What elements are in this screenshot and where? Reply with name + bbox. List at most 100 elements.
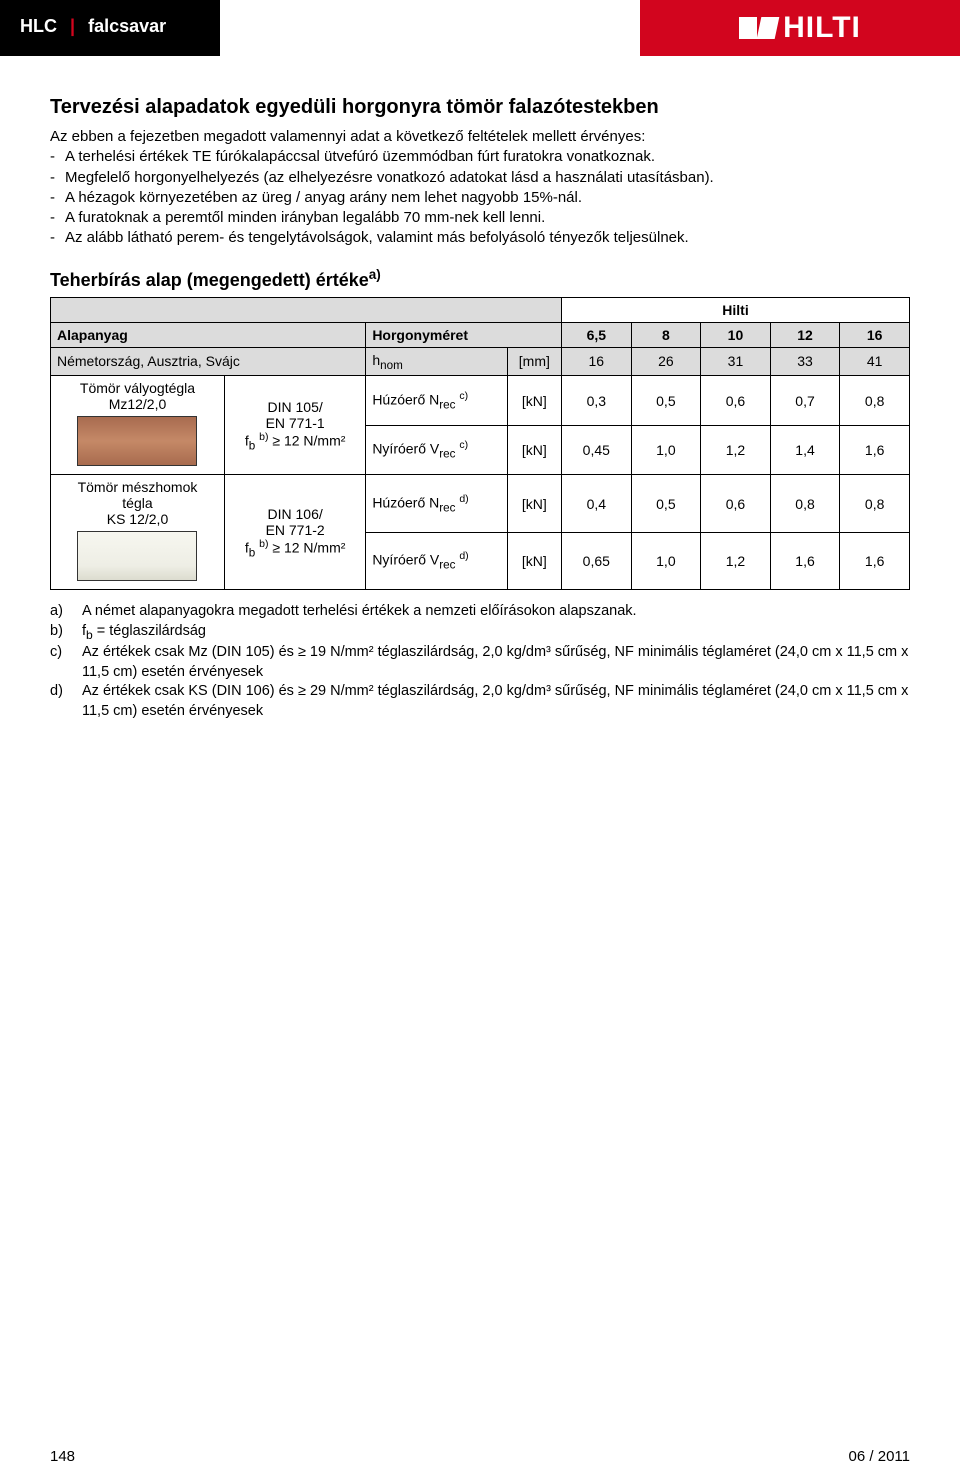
- fb-line: fb b) ≥ 12 N/mm²: [231, 431, 359, 452]
- page: HLC | falcsavar HILTI Tervezési alapadat…: [0, 0, 960, 1480]
- hnom-unit: [mm]: [507, 347, 561, 376]
- hnom-label: hnom: [366, 347, 507, 376]
- material-std-cell: DIN 105/ EN 771-1 fb b) ≥ 12 N/mm²: [224, 376, 365, 475]
- table-row-header: Alapanyag Horgonyméret 6,5 8 10 12 16: [51, 322, 910, 347]
- footer-date: 06 / 2011: [849, 1448, 910, 1465]
- fb-cond: ≥ 12 N/mm²: [268, 539, 345, 555]
- val-cell: 0,8: [770, 475, 840, 533]
- unit-cell: [kN]: [507, 425, 561, 475]
- header-product: HLC | falcsavar: [0, 0, 220, 56]
- brick-image-icon: [77, 531, 197, 581]
- mat-name: Mz12/2,0: [57, 396, 218, 412]
- unit-cell: [kN]: [507, 475, 561, 533]
- force-sup: c): [459, 390, 468, 402]
- hnom-sym: h: [372, 352, 380, 368]
- val-cell: 0,8: [840, 376, 910, 426]
- size-col: 10: [701, 322, 771, 347]
- force-text: Húzóerő N: [372, 391, 439, 407]
- header-gap: [220, 0, 640, 56]
- force-text: Nyíróerő V: [372, 441, 439, 457]
- force-sup: d): [459, 493, 468, 505]
- product-type: falcsavar: [88, 16, 166, 36]
- hnom-val: 26: [631, 347, 701, 376]
- header-separator: |: [62, 16, 83, 36]
- std-line: DIN 105/: [231, 399, 359, 415]
- val-cell: 1,0: [631, 425, 701, 475]
- footnote: b) fb = téglaszilárdság: [50, 622, 910, 643]
- unit-cell: [kN]: [507, 376, 561, 426]
- val-cell: 0,65: [562, 532, 632, 590]
- fb-line: fb b) ≥ 12 N/mm²: [231, 538, 359, 559]
- val-cell: 0,45: [562, 425, 632, 475]
- intro-list: A terhelési értékek TE fúrókalapáccsal ü…: [50, 147, 910, 248]
- size-col: 16: [840, 322, 910, 347]
- spec-table: Hilti Alapanyag Horgonyméret 6,5 8 10 12…: [50, 297, 910, 591]
- force-sup: c): [459, 439, 468, 451]
- val-cell: 1,4: [770, 425, 840, 475]
- material-std-cell: DIN 106/ EN 771-2 fb b) ≥ 12 N/mm²: [224, 475, 365, 590]
- brand-badge: HILTI: [640, 0, 960, 56]
- brand-text: HILTI: [783, 11, 861, 45]
- table-row: Tömör mészhomok tégla KS 12/2,0 DIN 106/…: [51, 475, 910, 533]
- std-line: DIN 106/: [231, 506, 359, 522]
- val-cell: 0,7: [770, 376, 840, 426]
- force-sub: rec: [439, 398, 455, 411]
- intro-item: Az alább látható perem- és tengelytávols…: [50, 228, 910, 248]
- table-row-country: Németország, Ausztria, Svájc hnom [mm] 1…: [51, 347, 910, 376]
- val-cell: 0,3: [562, 376, 632, 426]
- footnote: a) A német alapanyagokra megadott terhel…: [50, 602, 910, 622]
- std-line: EN 771-1: [231, 415, 359, 431]
- val-cell: 0,4: [562, 475, 632, 533]
- header-bar: HLC | falcsavar HILTI: [0, 0, 960, 56]
- content: Tervezési alapadatok egyedüli horgonyra …: [0, 56, 960, 721]
- val-cell: 1,0: [631, 532, 701, 590]
- std-line: EN 771-2: [231, 522, 359, 538]
- force-text: Nyíróerő V: [372, 552, 439, 568]
- table-title-text: Teherbírás alap (megengedett) értéke: [50, 270, 369, 290]
- mat-name: Tömör mészhomok: [57, 479, 218, 495]
- hnom-sub: nom: [380, 358, 403, 371]
- force-sub: rec: [439, 559, 455, 572]
- force-label: Nyíróerő Vrec d): [366, 532, 507, 590]
- hilti-logo: HILTI: [739, 11, 861, 45]
- footnote-text: Az értékek csak KS (DIN 106) és ≥ 29 N/m…: [82, 682, 910, 721]
- intro-item: A terhelési értékek TE fúrókalapáccsal ü…: [50, 147, 910, 167]
- table-row-brand: Hilti: [51, 297, 910, 322]
- val-cell: 1,6: [840, 425, 910, 475]
- force-label: Húzóerő Nrec c): [366, 376, 507, 426]
- footnote-text: fb = téglaszilárdság: [82, 622, 910, 643]
- intro-lead: Az ebben a fejezetben megadott valamenny…: [50, 127, 910, 147]
- force-label: Nyíróerő Vrec c): [366, 425, 507, 475]
- hnom-val: 16: [562, 347, 632, 376]
- unit-cell: [kN]: [507, 532, 561, 590]
- fb-cond: ≥ 12 N/mm²: [268, 432, 345, 448]
- footnotes: a) A német alapanyagokra megadott terhel…: [50, 602, 910, 721]
- val-cell: 1,2: [701, 425, 771, 475]
- val-cell: 0,6: [701, 376, 771, 426]
- size-col: 12: [770, 322, 840, 347]
- mat-name: tégla: [57, 495, 218, 511]
- page-footer: 148 06 / 2011: [0, 1448, 960, 1465]
- hnom-val: 41: [840, 347, 910, 376]
- intro-item: A hézagok környezetében az üreg / anyag …: [50, 188, 910, 208]
- size-col: 6,5: [562, 322, 632, 347]
- footnote-key: c): [50, 643, 82, 682]
- footnote: d) Az értékek csak KS (DIN 106) és ≥ 29 …: [50, 682, 910, 721]
- fb-sub: b: [249, 546, 255, 559]
- force-sup: d): [459, 550, 468, 562]
- val-cell: 1,6: [840, 532, 910, 590]
- force-sub: rec: [439, 501, 455, 514]
- intro-block: Az ebben a fejezetben megadott valamenny…: [50, 127, 910, 249]
- footnote-key: b): [50, 622, 82, 643]
- force-sub: rec: [439, 448, 455, 461]
- hilti-logo-icon: [739, 17, 777, 39]
- mat-name: Tömör vályogtégla: [57, 380, 218, 396]
- brick-image-icon: [77, 416, 197, 466]
- table-title: Teherbírás alap (megengedett) értékea): [50, 267, 910, 291]
- page-number: 148: [50, 1448, 75, 1465]
- val-cell: 0,5: [631, 376, 701, 426]
- footnote-text: A német alapanyagokra megadott terhelési…: [82, 602, 910, 622]
- val-cell: 0,8: [840, 475, 910, 533]
- section-title: Tervezési alapadatok egyedüli horgonyra …: [50, 96, 910, 119]
- size-col: 8: [631, 322, 701, 347]
